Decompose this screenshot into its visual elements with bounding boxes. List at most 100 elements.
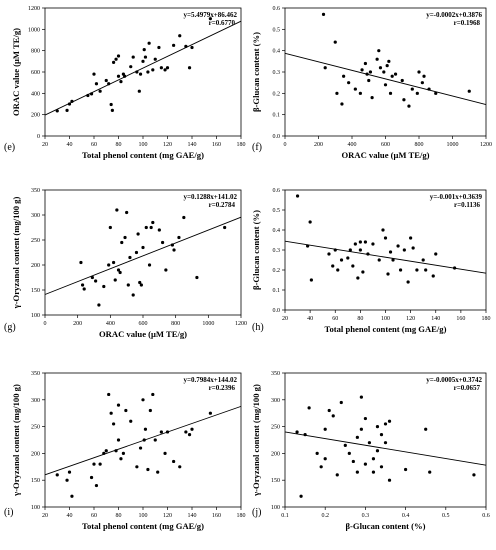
data-point — [356, 276, 360, 280]
data-point — [55, 473, 59, 477]
data-point — [363, 61, 367, 66]
data-point — [370, 96, 374, 100]
data-point — [129, 419, 133, 423]
y-tick-label: 250 — [31, 425, 40, 431]
y-tick-label: 0.5 — [273, 27, 281, 33]
data-point — [184, 430, 188, 434]
panel-i: 20 40 60 80 100 120 140 160 180 100 150 200 250 300 35… — [4, 371, 246, 531]
data-point — [123, 74, 127, 78]
y-tick-label: 0.2 — [273, 268, 281, 274]
data-point — [70, 99, 74, 103]
y-tick-label: 0.4 — [273, 228, 281, 234]
data-point — [161, 240, 165, 245]
data-point — [114, 57, 118, 61]
data-point — [333, 248, 337, 252]
data-point — [381, 228, 385, 232]
data-point — [109, 411, 113, 415]
data-point — [110, 108, 114, 112]
data-point — [358, 240, 362, 244]
data-point — [107, 82, 111, 86]
correlation-r: r=0.2396 — [209, 384, 236, 392]
data-point — [385, 64, 389, 68]
x-tick-label: 20 — [282, 316, 288, 322]
data-point — [353, 87, 357, 91]
data-point — [208, 17, 212, 21]
data-point — [295, 194, 300, 198]
data-point — [406, 280, 410, 284]
x-tick-label: 200 — [314, 142, 323, 148]
data-point — [116, 268, 121, 272]
plot-frame — [284, 7, 487, 137]
data-point — [156, 470, 160, 474]
data-point — [108, 225, 112, 230]
data-point — [402, 248, 406, 252]
data-point — [187, 66, 192, 70]
data-point — [157, 45, 161, 50]
y-tick-label: 350 — [31, 371, 40, 377]
y-tick-label: 0.2 — [273, 91, 281, 97]
x-tick-label: 0.3 — [362, 513, 370, 519]
data-point — [383, 236, 388, 240]
x-tick-label: 100 — [139, 513, 148, 519]
data-point — [141, 398, 145, 402]
x-axis-label: ORAC value (μM TE/g) — [99, 329, 187, 339]
regression-line — [284, 431, 487, 466]
x-tick-label: 0 — [44, 321, 47, 327]
data-point — [315, 451, 319, 455]
data-point — [157, 228, 161, 232]
x-tick-label: 1200 — [235, 321, 247, 327]
data-point — [102, 284, 106, 289]
data-point — [119, 80, 123, 84]
x-tick-label: 140 — [188, 142, 197, 148]
data-point — [390, 74, 394, 78]
x-tick-label: 80 — [116, 513, 122, 519]
data-point — [98, 89, 102, 93]
y-tick-label: 0.1 — [273, 113, 281, 119]
data-point — [92, 72, 96, 76]
data-point — [90, 275, 94, 280]
x-tick-label: 60 — [332, 316, 338, 322]
y-tick-label: 300 — [31, 213, 40, 219]
data-point — [382, 70, 386, 74]
data-point — [327, 408, 331, 413]
x-tick-label: 120 — [163, 142, 172, 148]
data-point — [417, 70, 421, 74]
data-point — [141, 59, 145, 63]
data-point — [331, 414, 335, 418]
x-tick-label: 180 — [237, 142, 246, 148]
correlation-r: r=0.0657 — [454, 384, 481, 392]
data-point — [375, 425, 380, 429]
data-point — [116, 74, 121, 78]
data-point — [336, 268, 340, 272]
data-point — [104, 78, 108, 83]
data-point — [116, 438, 121, 442]
data-point — [306, 244, 310, 248]
x-tick-label: 1200 — [480, 142, 492, 148]
y-axis-label: ORAC value (μM TE/g) — [11, 28, 21, 116]
data-point — [472, 473, 476, 477]
data-point — [159, 66, 163, 70]
data-point — [120, 240, 124, 245]
x-tick-label: 400 — [106, 321, 115, 327]
y-tick-label: 0.0 — [273, 134, 281, 140]
y-tick-label: 800 — [31, 49, 40, 55]
y-tick-label: 0.6 — [273, 188, 281, 194]
data-point — [400, 78, 404, 83]
x-tick-label: 0.4 — [402, 513, 410, 519]
data-point — [92, 462, 96, 466]
data-point — [307, 406, 311, 410]
data-point — [178, 34, 182, 38]
data-point — [363, 462, 367, 466]
panel-label: (e) — [4, 142, 15, 153]
data-point — [151, 220, 155, 225]
data-point — [195, 275, 199, 280]
data-point — [190, 427, 194, 431]
x-tick-label: 160 — [212, 142, 221, 148]
regression-equation: y=0.1288x+141.02 — [184, 193, 238, 201]
data-point — [184, 44, 188, 49]
correlation-r: r=0.6770 — [209, 19, 236, 27]
y-axis-label: γ-Oryzanol content (mg/100 g) — [11, 197, 21, 310]
x-tick-label: 20 — [42, 142, 48, 148]
data-point — [82, 287, 86, 291]
data-point — [387, 419, 392, 423]
